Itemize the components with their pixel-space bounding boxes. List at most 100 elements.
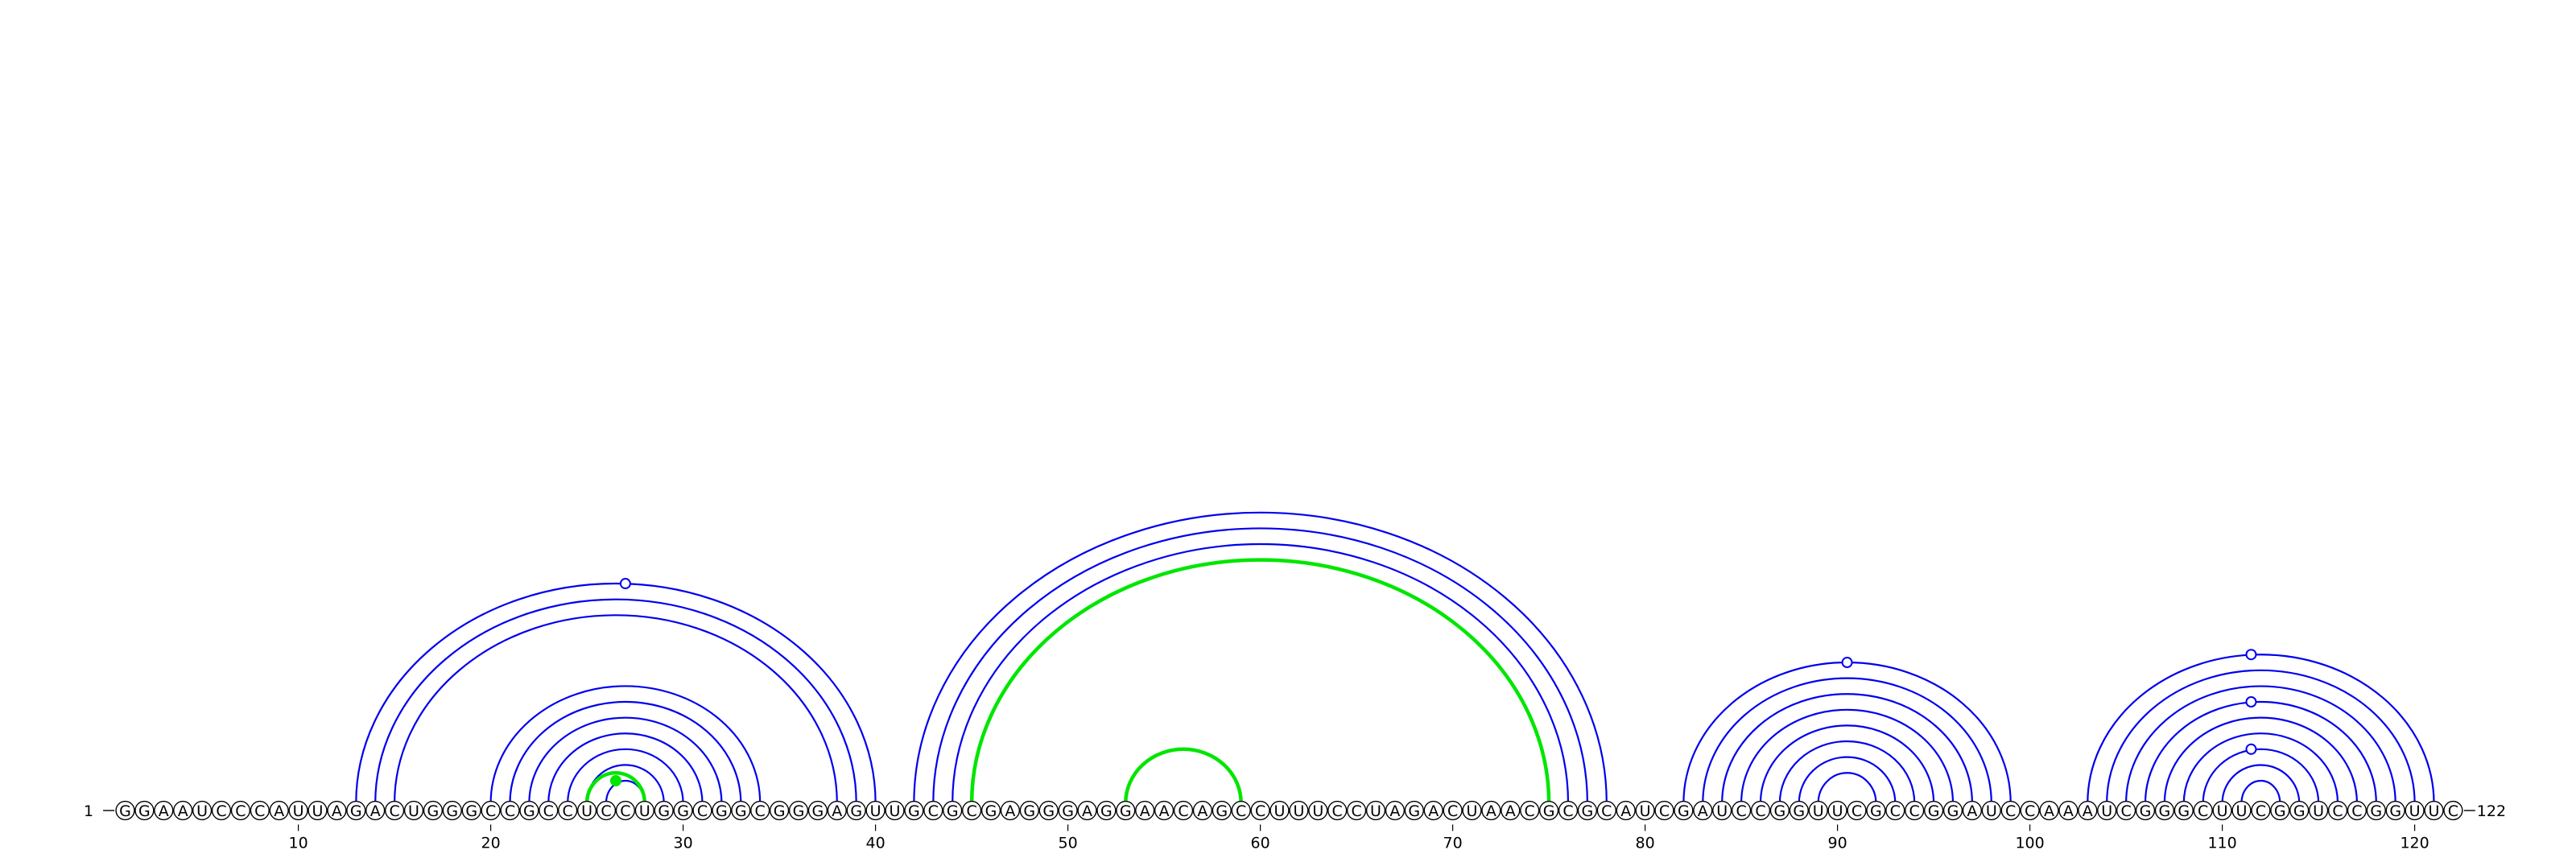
nucleotide-letter: C xyxy=(2025,802,2035,820)
nucleotide-circle xyxy=(846,800,866,821)
nucleotide: U xyxy=(1981,800,2001,821)
nucleotide-letter: A xyxy=(1005,802,1015,820)
nucleotide: U xyxy=(2309,800,2329,821)
nucleotide-circle xyxy=(1712,800,1732,821)
nucleotide: G xyxy=(519,800,539,821)
nucleotide-letter: U xyxy=(1716,802,1728,820)
nucleotide-circle xyxy=(885,800,905,821)
nucleotide: G xyxy=(423,800,443,821)
nucleotide: A xyxy=(2058,800,2079,821)
nucleotide-circle xyxy=(1924,800,1944,821)
nucleotide-circle xyxy=(250,800,270,821)
nucleotide: U xyxy=(1289,800,1309,821)
nucleotide: C xyxy=(1905,800,1925,821)
nucleotide-circle xyxy=(2366,800,2386,821)
nucleotide: C xyxy=(615,800,635,821)
nucleotide: A xyxy=(269,800,289,821)
nucleotide: C xyxy=(1250,800,1270,821)
nucleotide: A xyxy=(1154,800,1174,821)
nucleotide-letter: G xyxy=(1216,802,1228,820)
nucleotide: U xyxy=(192,800,213,821)
nucleotide-letter: C xyxy=(1659,802,1670,820)
nucleotide-circle xyxy=(1116,800,1136,821)
nucleotide-letter: C xyxy=(216,802,226,820)
base-pair-arc xyxy=(1702,677,1992,803)
base-pair-arc xyxy=(1817,772,1877,803)
base-pair-arc xyxy=(2087,654,2435,803)
nucleotide-circle xyxy=(1365,800,1386,821)
nucleotide: U xyxy=(403,800,424,821)
nucleotide: C xyxy=(1596,800,1616,821)
base-pair-arc xyxy=(1740,708,1955,803)
tick-label: 30 xyxy=(674,834,693,852)
nucleotide-circle xyxy=(1096,800,1117,821)
nucleotide-circle xyxy=(2078,800,2098,821)
nucleotide: A xyxy=(1192,800,1212,821)
nucleotide: C xyxy=(1173,800,1194,821)
nucleotide-letter: A xyxy=(1082,802,1092,820)
nucleotide: G xyxy=(846,800,866,821)
nucleotide: C xyxy=(1885,800,1905,821)
nucleotide-letter: U xyxy=(1293,802,1304,820)
nucleotide-circle xyxy=(596,800,617,821)
nucleotide-circle xyxy=(1616,800,1636,821)
nucleotide-letter: A xyxy=(332,802,342,820)
nucleotide-letter: C xyxy=(755,802,766,820)
nucleotide-circle xyxy=(654,800,674,821)
base-pair-arc xyxy=(1682,661,2012,803)
nucleotide: C xyxy=(1520,800,1540,821)
nucleotide-circle xyxy=(904,800,924,821)
nucleotide-letter: G xyxy=(735,802,747,820)
nucleotide-letter: C xyxy=(1736,802,1746,820)
nucleotide-circle xyxy=(269,800,289,821)
nucleotide-circle xyxy=(692,800,712,821)
tick-label: 20 xyxy=(481,834,501,852)
sequence-start-label: 1 xyxy=(84,802,93,820)
nucleotide: U xyxy=(634,800,654,821)
nucleotide-circle xyxy=(731,800,751,821)
nucleotide-letter: G xyxy=(1042,802,1055,820)
nucleotide: C xyxy=(692,800,712,821)
nucleotide-circle xyxy=(1000,800,1020,821)
nucleotide-letter: C xyxy=(1852,802,1862,820)
nucleotide-circle xyxy=(230,800,250,821)
nucleotide: U xyxy=(2097,800,2117,821)
nucleotide-letter: U xyxy=(2217,802,2228,820)
arc-marker xyxy=(1841,657,1853,669)
nucleotide: G xyxy=(980,800,1001,821)
nucleotide-letter: G xyxy=(1774,802,1786,820)
nucleotide-circle xyxy=(807,800,828,821)
nucleotide: G xyxy=(2289,800,2310,821)
nucleotide-letter: U xyxy=(1640,802,1651,820)
nucleotide-circle xyxy=(1847,800,1867,821)
nucleotide-letter: G xyxy=(523,802,535,820)
nucleotide-circle xyxy=(1905,800,1925,821)
base-pair-arc xyxy=(586,764,665,803)
nucleotide: U xyxy=(1712,800,1732,821)
pseudoknot-arc xyxy=(584,770,647,803)
nucleotide-letter: G xyxy=(1793,802,1805,820)
nucleotide: C xyxy=(2000,800,2021,821)
nucleotide: G xyxy=(2154,800,2174,821)
nucleotide-circle xyxy=(961,800,982,821)
nucleotide-letter: U xyxy=(1986,802,1997,820)
tick-label: 100 xyxy=(2015,834,2044,852)
nucleotide-circle xyxy=(1962,800,1982,821)
nucleotide-circle xyxy=(576,800,597,821)
nucleotide-circle xyxy=(2193,800,2213,821)
nucleotide-circle xyxy=(134,800,155,821)
nucleotide: A xyxy=(827,800,847,821)
nucleotide-circle xyxy=(1077,800,1097,821)
nucleotide: C xyxy=(2020,800,2040,821)
nucleotide-letter: U xyxy=(1312,802,1323,820)
base-pair-arc xyxy=(567,748,684,803)
nucleotide-circle xyxy=(1443,800,1463,821)
nucleotide-letter: C xyxy=(543,802,554,820)
nucleotide: C xyxy=(385,800,405,821)
base-pair-arc xyxy=(2106,669,2416,803)
nucleotide-circle xyxy=(1866,800,1886,821)
nucleotide: U xyxy=(1635,800,1655,821)
nucleotide-letter: C xyxy=(2256,802,2266,820)
